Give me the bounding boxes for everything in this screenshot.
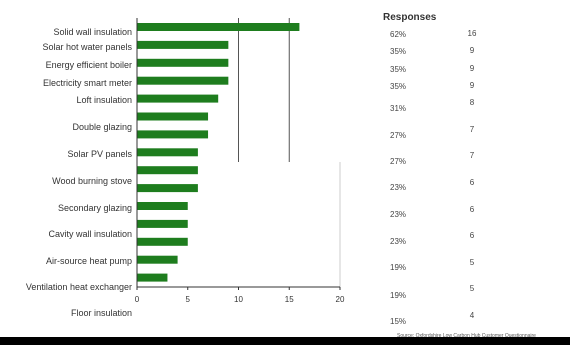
bar [137, 273, 168, 282]
category-label: Cavity wall insulation [48, 229, 132, 239]
response-count: 9 [470, 46, 475, 55]
response-percent: 23% [390, 210, 406, 219]
bar [137, 76, 229, 85]
response-count: 16 [468, 29, 477, 38]
source-note: Source: Oxfordshire Low Carbon Hub Custo… [397, 333, 536, 339]
response-count: 8 [470, 98, 475, 107]
responses-table: Responses 62% 35% 35% 35% 31% 27% 27% 23% 23% 23%… [383, 12, 477, 345]
response-percent: 31% [390, 104, 406, 113]
response-count: 7 [470, 151, 475, 160]
category-label: Wood burning stove [52, 176, 132, 186]
response-percent: 35% [390, 65, 406, 74]
bar [137, 148, 198, 157]
response-percent: 23% [390, 237, 406, 246]
response-percent: 35% [390, 47, 406, 56]
category-label: Loft insulation [76, 95, 132, 105]
response-count: 9 [470, 81, 475, 90]
category-labels: Solid wall insulation Solar hot water pan… [26, 27, 133, 345]
x-tick-label: 5 [186, 295, 191, 304]
category-label: Secondary glazing [58, 203, 132, 213]
bar [137, 255, 178, 264]
response-count: 5 [470, 284, 475, 293]
bar [137, 58, 229, 67]
category-label: Solid wall insulation [53, 27, 132, 37]
response-percent: 27% [390, 157, 406, 166]
bar [137, 166, 198, 175]
bar [137, 112, 209, 121]
response-count: 7 [470, 125, 475, 134]
category-label: Energy efficient boiler [46, 60, 132, 70]
bar [137, 94, 219, 103]
response-percent: 62% [390, 30, 406, 39]
bar [137, 184, 198, 193]
gridlines [238, 18, 341, 287]
x-tick-label: 0 [135, 295, 140, 304]
x-axis: 0 5 10 15 20 [135, 18, 345, 304]
responses-title: Responses [383, 12, 437, 23]
bar [137, 237, 188, 246]
response-percent: 19% [390, 263, 406, 272]
response-count: 6 [470, 205, 475, 214]
x-tick-label: 10 [234, 295, 243, 304]
category-label: Solar PV panels [67, 149, 132, 159]
category-label: Double glazing [72, 122, 132, 132]
response-count: 5 [470, 258, 475, 267]
bar [137, 130, 209, 139]
category-label: Ventilation heat exchanger [26, 282, 132, 292]
x-tick-label: 20 [336, 295, 345, 304]
bar [137, 219, 188, 228]
response-percent: 35% [390, 82, 406, 91]
bar [137, 40, 229, 49]
response-percent: 27% [390, 131, 406, 140]
response-percent: 15% [390, 317, 406, 326]
category-label: Air-source heat pump [46, 256, 132, 266]
category-label: Floor insulation [71, 308, 132, 318]
bar [137, 202, 188, 210]
category-label: Electricity smart meter [43, 78, 132, 88]
response-count: 4 [470, 311, 475, 320]
response-count: 9 [470, 64, 475, 73]
category-label: Solar hot water panels [42, 42, 132, 52]
bottom-bar [0, 337, 570, 345]
bars [137, 23, 300, 282]
response-count: 6 [470, 178, 475, 187]
response-percent: 23% [390, 183, 406, 192]
bar [137, 23, 300, 31]
response-count: 6 [470, 231, 475, 240]
response-percent: 19% [390, 291, 406, 300]
x-tick-label: 15 [285, 295, 294, 304]
